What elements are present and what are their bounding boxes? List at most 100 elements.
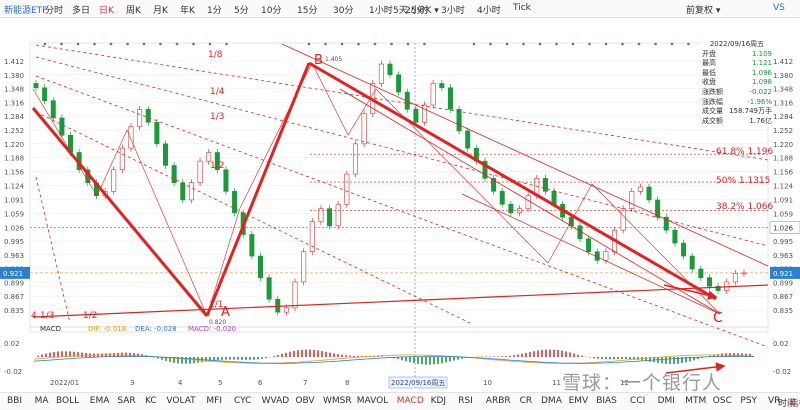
indicator-tab-cyc[interactable]: CYC — [234, 396, 252, 406]
period-tab-12[interactable]: 2小时 — [405, 6, 429, 16]
compare-button[interactable]: VS — [773, 3, 785, 13]
indicator-tab-dmi[interactable]: DMI — [657, 396, 675, 406]
candle-body — [430, 83, 436, 106]
adjust-select[interactable]: 前复权 ▾ — [686, 6, 721, 16]
symbol-name[interactable]: 新能源ETF — [4, 6, 48, 16]
indicator-tab-mfi[interactable]: MFI — [206, 396, 222, 406]
info-value: -0.022 — [749, 87, 772, 96]
info-row: 涨跌额 -0.022 — [702, 88, 772, 98]
y-tick-left: 1.156 — [4, 168, 25, 176]
period-tab-8[interactable]: 10分 — [261, 6, 282, 16]
indicator-tab-wmsr[interactable]: WMSR — [323, 396, 352, 406]
indicator-tab-vr[interactable]: VR — [768, 396, 781, 406]
x-tick: 7 — [303, 379, 307, 387]
x-tick: 3 — [130, 379, 134, 387]
indicator-tab-dma[interactable]: DMA — [541, 396, 562, 406]
zigzag-segment-8 — [547, 183, 593, 264]
indicator-tab-ma[interactable]: MA — [34, 396, 49, 406]
indicator-tab-emv[interactable]: EMV — [568, 396, 589, 406]
event-dot — [307, 42, 311, 46]
y-tick-right: 1.316 — [773, 99, 794, 107]
period-tab-3[interactable]: 周K — [126, 6, 141, 16]
info-value: 1.121 — [751, 59, 772, 68]
indicator-tab-bbi[interactable]: BBI — [7, 396, 23, 406]
period-tab-4[interactable]: 月K — [153, 6, 168, 16]
indicator-tab-psy[interactable]: PSY — [740, 396, 758, 406]
period-tab-13[interactable]: 3小时 — [441, 6, 465, 16]
indicator-tab-rsi[interactable]: RSI — [458, 396, 473, 406]
period-tab-11[interactable]: 1小时 — [369, 6, 393, 16]
candle-body — [422, 104, 428, 123]
indicator-tab-bias[interactable]: BIAS — [596, 396, 617, 406]
multi-day-select[interactable]: 5天:5分K ▾ — [393, 6, 439, 16]
indicator-tab-ema[interactable]: EMA — [89, 396, 110, 406]
indicator-tab-指标管理[interactable]: 指标管理 — [789, 399, 800, 409]
indicator-tab-osc[interactable]: OSC — [712, 396, 732, 406]
event-dot — [505, 42, 509, 46]
price-chart[interactable]: 1.412 1.412 1.380 1.380 1.348 1.348 1.316 1.316… — [0, 17, 800, 392]
candle-body — [223, 169, 229, 192]
indicator-tab-volat[interactable]: VOLAT — [166, 396, 196, 406]
candle-body — [508, 203, 514, 214]
x-tick: 12 — [620, 379, 629, 387]
period-tab-15[interactable]: Tick — [513, 3, 531, 13]
period-tab-14[interactable]: 4小时 — [477, 6, 501, 16]
period-tab-7[interactable]: 5分 — [234, 6, 249, 16]
event-dot — [522, 42, 525, 46]
period-tab-6[interactable]: 1分 — [207, 6, 222, 16]
candle-body — [517, 208, 523, 214]
indicator-tab-时间[interactable]: 时间 — [778, 399, 797, 409]
candle-body — [396, 74, 402, 93]
x-tick: 2022/01 — [50, 379, 79, 387]
fan-label-1-3: 1/3 — [210, 112, 224, 122]
channel-top — [281, 43, 769, 267]
indicator-tab-arbr[interactable]: ARBR — [485, 396, 511, 406]
ohlc-info-panel: 2022/09/16周五 开盘 1.109 最高 1.121 最低 1.096 收盘 1.09… — [702, 40, 772, 127]
period-tab-5[interactable]: 年K — [180, 6, 195, 16]
y-tick-right: 0.963 — [773, 252, 793, 260]
candle-body — [698, 268, 704, 278]
period-tab-0[interactable]: 分时 — [45, 6, 64, 16]
x-tick: 4 — [178, 379, 183, 387]
indicator-tab-boll[interactable]: BOLL — [56, 396, 80, 406]
indicator-tab-cci[interactable]: CCI — [630, 396, 646, 406]
candle-body — [413, 109, 419, 123]
event-dot — [588, 42, 591, 46]
indicator-tab-cr[interactable]: CR — [519, 396, 533, 406]
info-row: 成交量 158.749万手 — [702, 107, 772, 117]
candle-body — [266, 277, 272, 300]
wave-line-c — [308, 61, 717, 301]
label-high: 1.405 — [325, 56, 342, 63]
period-tab-1[interactable]: 多日 — [72, 6, 91, 16]
event-dot — [109, 42, 113, 46]
last-price-left: 0.921 — [3, 270, 23, 278]
crosshair-price-box — [769, 221, 800, 234]
period-tab-9[interactable]: 15分 — [297, 6, 318, 16]
macd-tick-left: 0.02 — [4, 340, 20, 348]
indicator-tab-obv[interactable]: OBV — [295, 396, 315, 406]
label-a: A — [221, 305, 230, 320]
indicator-tab-mtm[interactable]: MTM — [685, 396, 707, 406]
indicator-tab-kc[interactable]: KC — [145, 396, 157, 406]
y-tick-right: 1.091 — [773, 197, 793, 205]
y-tick-left: 0.963 — [4, 252, 24, 260]
candle-body — [586, 238, 592, 253]
base-line — [32, 284, 769, 318]
last-price-right: 0.921 — [773, 270, 793, 278]
indicator-tab-kdj[interactable]: KDJ — [430, 396, 447, 406]
label-c: C — [713, 310, 723, 326]
y-tick-right: 0.867 — [773, 293, 793, 301]
indicator-tab-mavol[interactable]: MAVOL — [356, 396, 389, 406]
y-tick-right: 1.220 — [773, 141, 793, 149]
x-tick: 5 — [218, 379, 222, 387]
event-dot — [192, 42, 195, 46]
indicator-tab-sar[interactable]: SAR — [117, 396, 136, 406]
indicator-tab-macd[interactable]: MACD — [396, 396, 424, 406]
indicator-tab-wvad[interactable]: WVAD — [261, 396, 290, 406]
y-tick-right: 1.124 — [773, 182, 794, 190]
y-tick-left: 1.059 — [4, 210, 24, 218]
zigzag-segment-0 — [32, 88, 98, 197]
period-tab-10[interactable]: 30分 — [333, 6, 354, 16]
info-date: 2022/09/16周五 — [709, 40, 765, 48]
period-tab-2[interactable]: 日K — [99, 6, 114, 16]
